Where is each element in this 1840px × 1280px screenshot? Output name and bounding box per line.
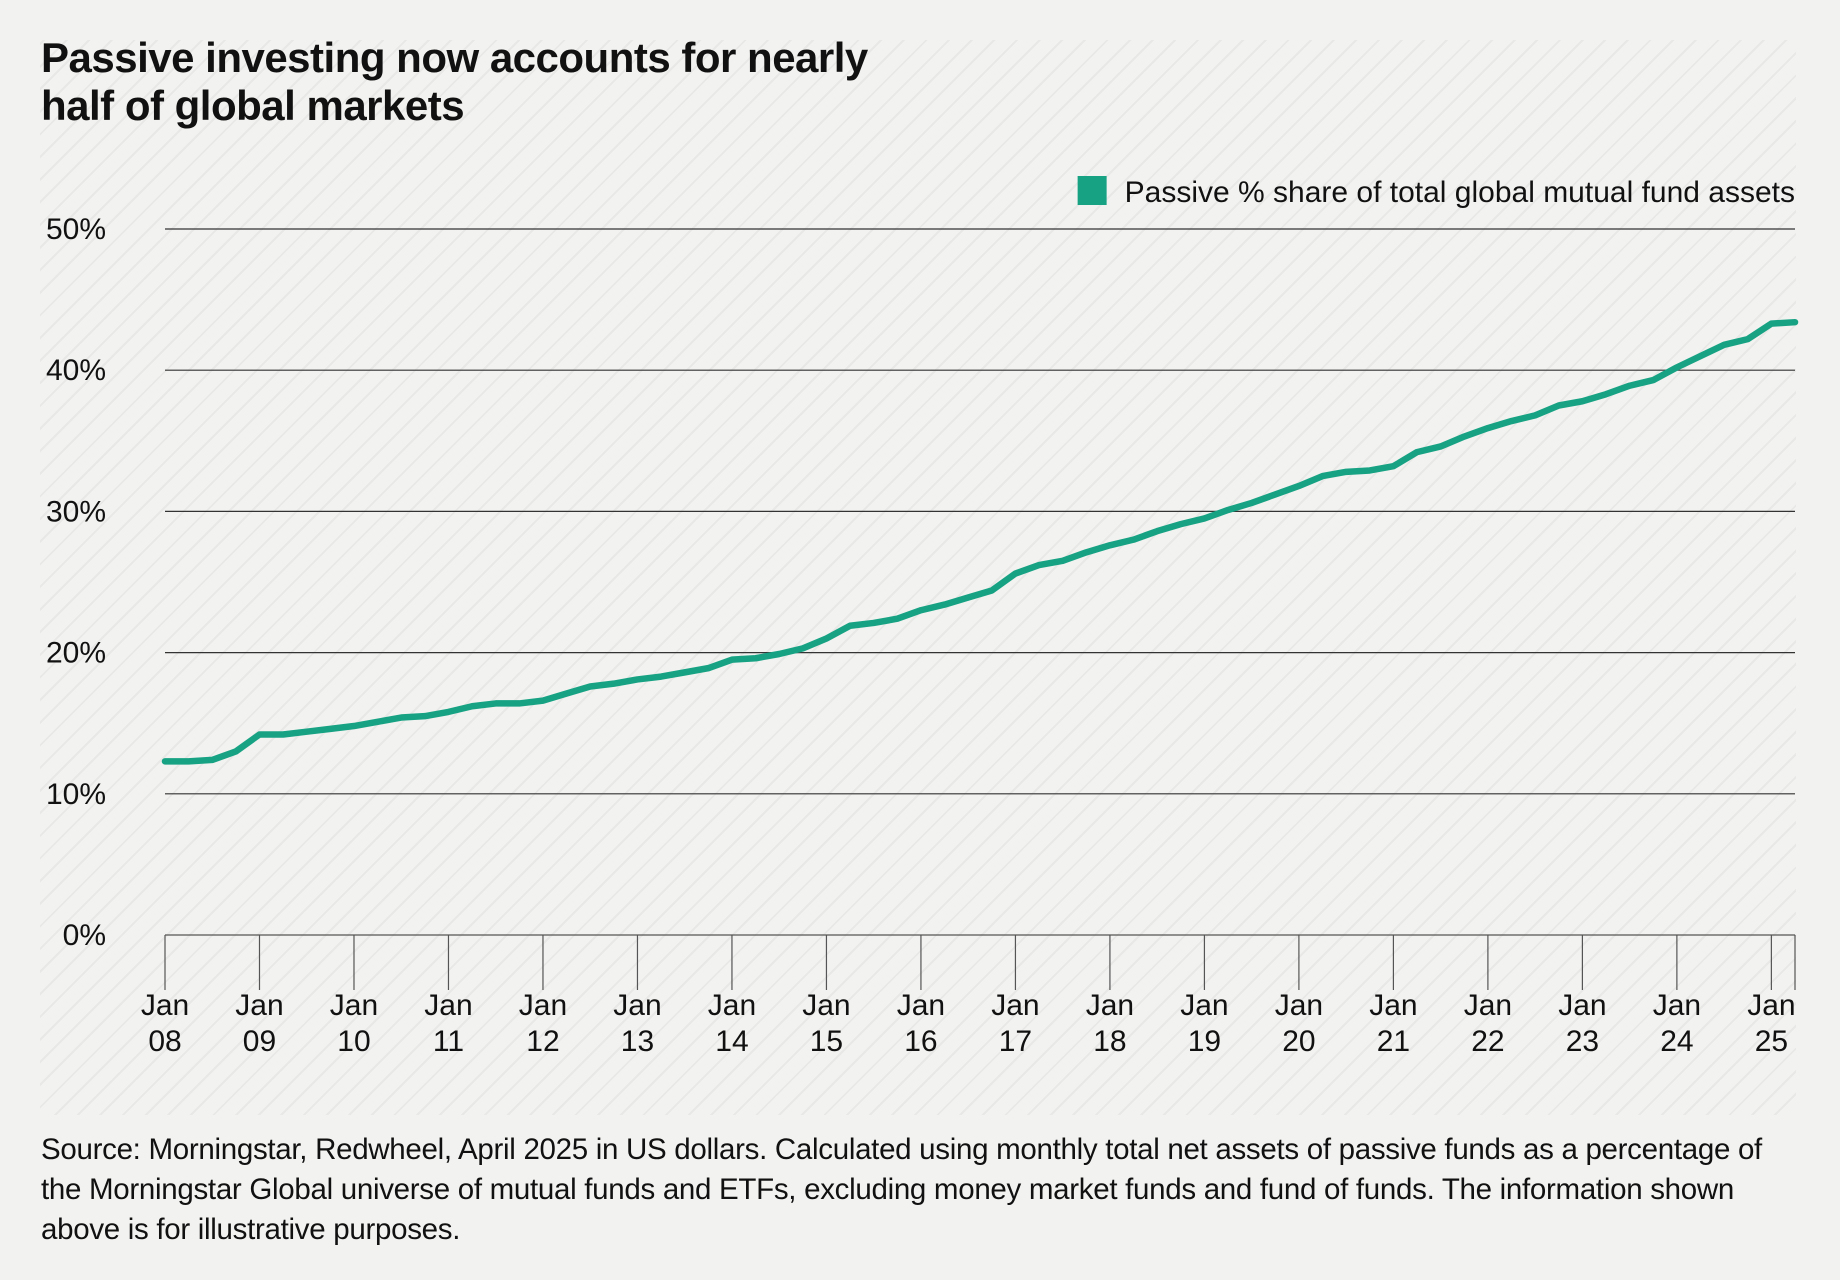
x-tick-label: Jan 23 [1558, 989, 1606, 1058]
x-tick-label: Jan 25 [1747, 989, 1795, 1058]
x-tick-label: Jan 11 [424, 989, 472, 1058]
x-tick-label: Jan 19 [1180, 989, 1228, 1058]
legend-swatch [1077, 176, 1107, 205]
y-tick-label: 50% [46, 213, 106, 246]
y-tick-label: 20% [46, 637, 106, 670]
y-tick-label: 30% [46, 495, 106, 528]
x-tick-label: Jan 14 [708, 989, 756, 1058]
y-tick-label: 40% [46, 354, 106, 387]
data-line [161, 318, 1799, 765]
x-tick-label: Jan 08 [141, 989, 189, 1058]
x-tick-label: Jan 22 [1464, 989, 1512, 1058]
legend-label: Passive % share of total global mutual f… [1125, 176, 1795, 209]
x-tick-label: Jan 21 [1369, 989, 1417, 1058]
x-tick-label: Jan 20 [1275, 989, 1323, 1058]
chart-title: Passive investing now accounts for nearl… [41, 34, 868, 129]
x-tick-label: Jan 12 [519, 989, 567, 1058]
x-tick-label: Jan 15 [802, 989, 850, 1058]
source-note: Source: Morningstar, Redwheel, April 202… [41, 1133, 1762, 1246]
y-tick-label: 10% [46, 778, 106, 811]
y-tick-label: 0% [63, 919, 106, 952]
x-tick-label: Jan 09 [235, 989, 283, 1058]
x-tick-label: Jan 16 [897, 989, 945, 1058]
x-tick-label: Jan 18 [1086, 989, 1134, 1058]
x-tick-label: Jan 10 [330, 989, 378, 1058]
background-hatch [40, 40, 1796, 1115]
x-tick-label: Jan 17 [991, 989, 1039, 1058]
x-tick-label: Jan 24 [1653, 989, 1701, 1058]
x-tick-label: Jan 13 [613, 989, 661, 1058]
